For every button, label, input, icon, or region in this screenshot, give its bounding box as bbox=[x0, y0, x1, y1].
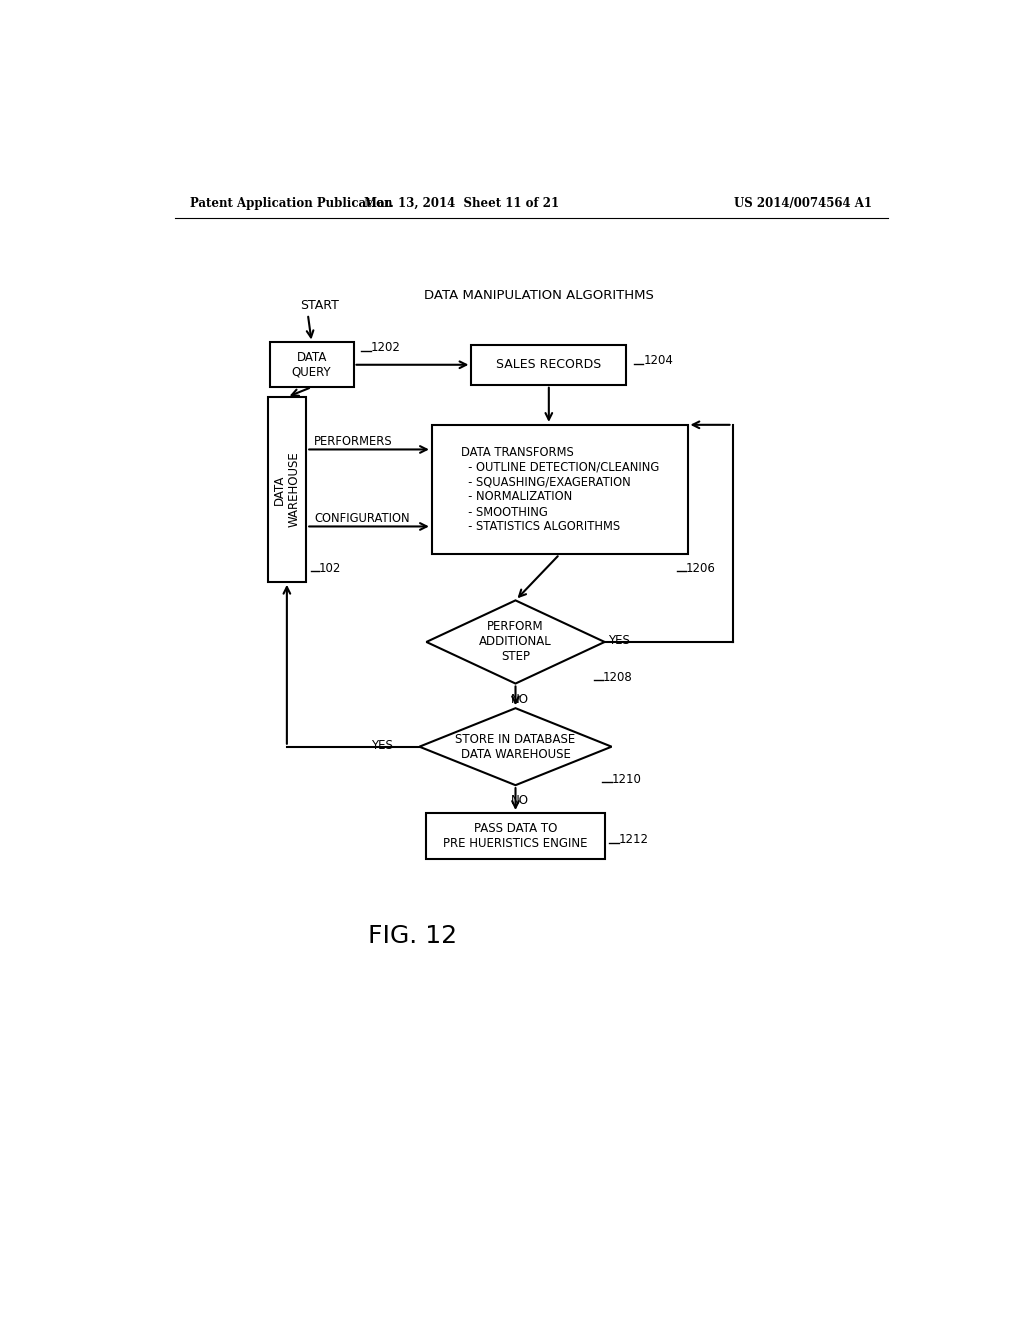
Text: DATA TRANSFORMS
  - OUTLINE DETECTION/CLEANING
  - SQUASHING/EXAGERATION
  - NOR: DATA TRANSFORMS - OUTLINE DETECTION/CLEA… bbox=[461, 446, 658, 533]
Bar bbox=[432, 425, 687, 554]
Text: DATA
QUERY: DATA QUERY bbox=[292, 351, 332, 379]
Bar bbox=[267, 397, 306, 582]
Text: DATA
WAREHOUSE: DATA WAREHOUSE bbox=[272, 451, 301, 528]
Text: 102: 102 bbox=[318, 561, 341, 574]
Polygon shape bbox=[426, 601, 604, 684]
Text: Patent Application Publication: Patent Application Publication bbox=[190, 197, 392, 210]
Text: 1210: 1210 bbox=[611, 772, 641, 785]
Text: SALES RECORDS: SALES RECORDS bbox=[497, 358, 601, 371]
Bar bbox=[426, 813, 604, 859]
Text: PASS DATA TO
PRE HUERISTICS ENGINE: PASS DATA TO PRE HUERISTICS ENGINE bbox=[443, 822, 588, 850]
Bar bbox=[471, 345, 627, 385]
Bar bbox=[270, 342, 353, 387]
Text: FIG. 12: FIG. 12 bbox=[369, 924, 458, 948]
Text: 1204: 1204 bbox=[643, 354, 673, 367]
Text: NO: NO bbox=[510, 693, 528, 706]
Text: DATA MANIPULATION ALGORITHMS: DATA MANIPULATION ALGORITHMS bbox=[424, 289, 653, 302]
Text: START: START bbox=[300, 300, 339, 313]
Text: PERFORM
ADDITIONAL
STEP: PERFORM ADDITIONAL STEP bbox=[479, 620, 552, 664]
Text: US 2014/0074564 A1: US 2014/0074564 A1 bbox=[734, 197, 872, 210]
Polygon shape bbox=[420, 708, 611, 785]
Text: 1208: 1208 bbox=[603, 671, 633, 684]
Text: YES: YES bbox=[372, 739, 393, 751]
Text: CONFIGURATION: CONFIGURATION bbox=[314, 512, 410, 525]
Text: YES: YES bbox=[608, 634, 631, 647]
Text: 1212: 1212 bbox=[618, 833, 648, 846]
Text: PERFORMERS: PERFORMERS bbox=[314, 434, 392, 447]
Text: STORE IN DATABASE
DATA WAREHOUSE: STORE IN DATABASE DATA WAREHOUSE bbox=[456, 733, 575, 760]
Text: Mar. 13, 2014  Sheet 11 of 21: Mar. 13, 2014 Sheet 11 of 21 bbox=[364, 197, 559, 210]
Text: 1202: 1202 bbox=[371, 342, 400, 354]
Text: NO: NO bbox=[510, 795, 528, 808]
Text: 1206: 1206 bbox=[686, 561, 716, 574]
